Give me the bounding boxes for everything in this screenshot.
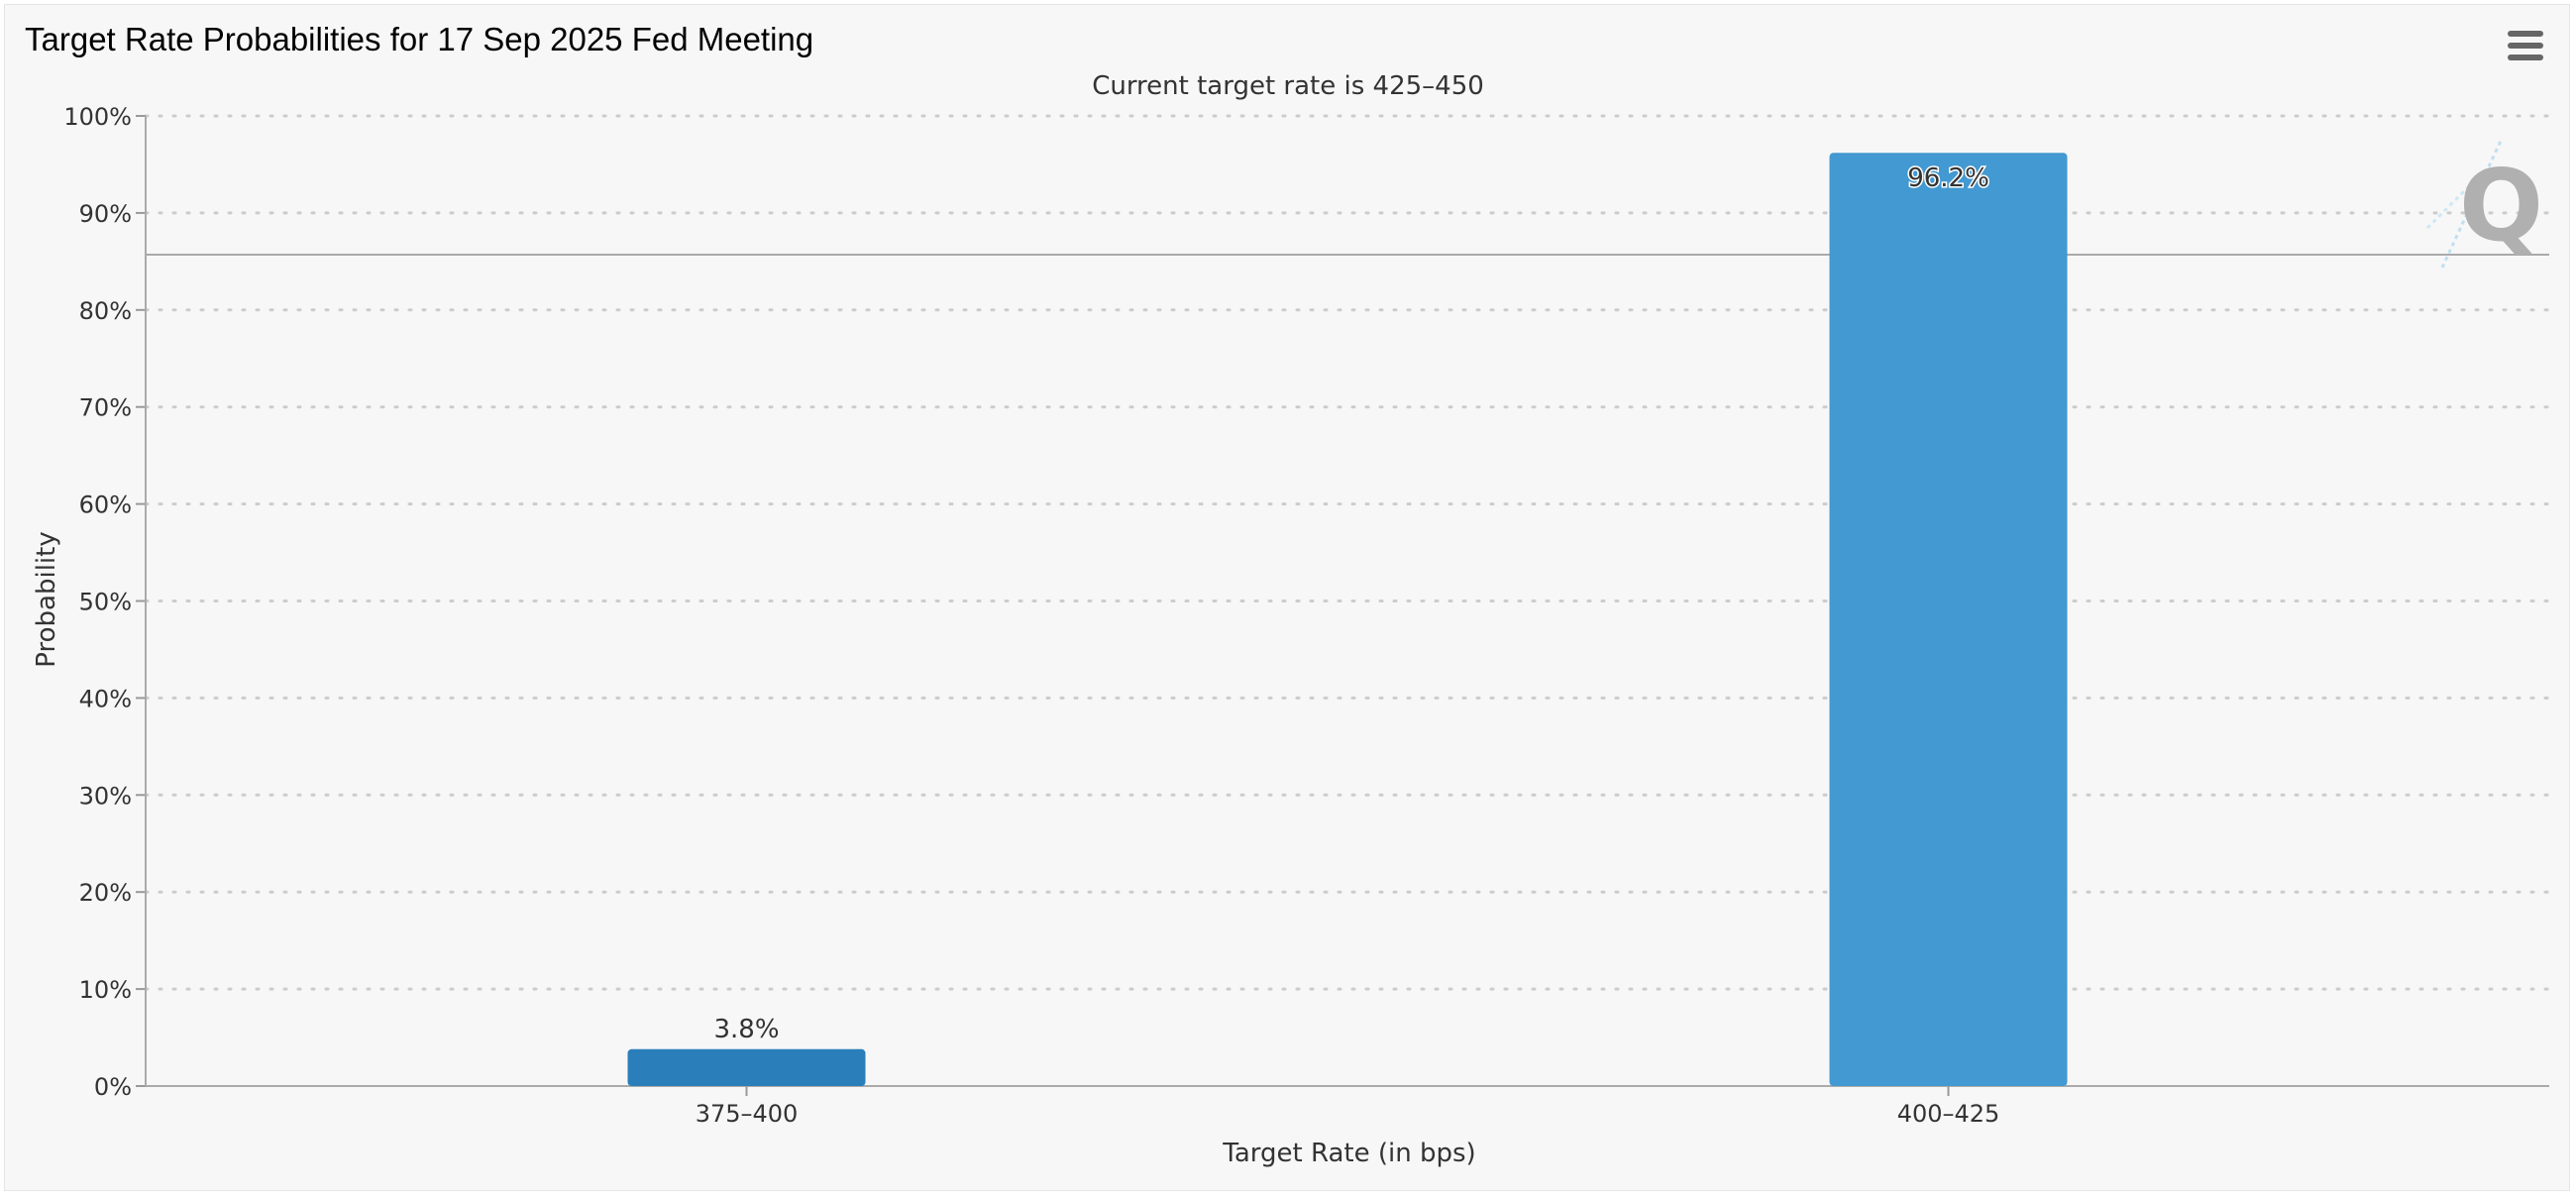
data-label: 3.8% — [713, 1015, 779, 1044]
y-tick-label: 40% — [79, 685, 132, 712]
x-tick-label: 400–425 — [1897, 1100, 2000, 1128]
y-tick-label: 70% — [79, 394, 132, 422]
y-axis-label: Probability — [32, 531, 61, 667]
y-tick-label: 0% — [94, 1073, 132, 1101]
bar-400–425 — [1829, 153, 2068, 1086]
svg-text:Q: Q — [2459, 148, 2543, 264]
y-tick-label: 50% — [79, 589, 132, 616]
y-tick-label: 60% — [79, 491, 132, 519]
x-tick-label: 375–400 — [696, 1100, 799, 1128]
chart-subtitle: Current target rate is 425–450 — [1092, 71, 1484, 101]
data-label: 96.2% — [1907, 164, 1989, 193]
y-tick-label: 100% — [63, 103, 132, 131]
chart-panel: Target Rate Probabilities for 17 Sep 202… — [4, 4, 2570, 1191]
x-axis-label: Target Rate (in bps) — [1222, 1139, 1475, 1168]
bar-375–400 — [627, 1048, 866, 1086]
quikstrike-q-logo-icon: Q — [2425, 138, 2543, 269]
y-tick-label: 80% — [79, 297, 132, 325]
y-tick-label: 10% — [79, 976, 132, 1004]
hamburger-menu-icon[interactable] — [2508, 31, 2543, 60]
y-tick-label: 90% — [79, 200, 132, 228]
chart-title: Target Rate Probabilities for 17 Sep 202… — [25, 21, 814, 57]
y-tick-label: 30% — [79, 782, 132, 810]
y-tick-label: 20% — [79, 879, 132, 907]
